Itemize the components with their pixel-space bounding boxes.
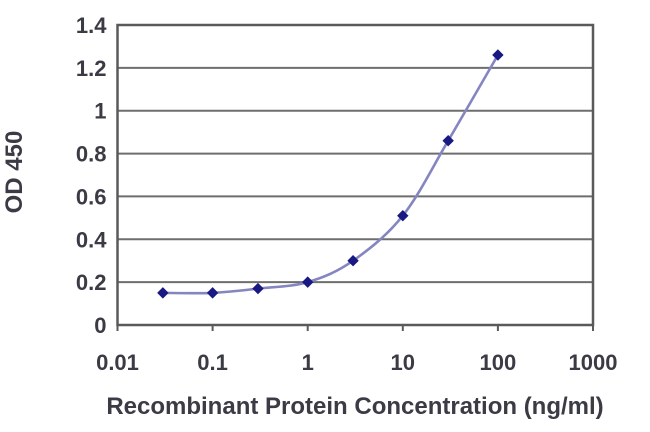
x-tick-label: 100 <box>480 350 517 375</box>
y-tick-label: 0.6 <box>76 184 107 209</box>
y-tick-label: 0 <box>94 313 106 338</box>
data-point-marker <box>252 282 264 295</box>
y-tick-label: 1 <box>94 99 106 124</box>
y-axis-title: OD 450 <box>1 131 28 214</box>
data-point-marker <box>397 210 409 222</box>
data-point-marker <box>347 255 359 267</box>
gridlines-layer <box>117 66 593 284</box>
x-tick-label: 10 <box>391 350 415 375</box>
x-tick-label: 0.1 <box>197 350 228 375</box>
x-tick-label: 1000 <box>569 350 618 375</box>
plot-border <box>116 23 595 327</box>
data-point-marker <box>301 276 314 288</box>
y-tick-label: 0.4 <box>76 227 107 252</box>
data-point-marker <box>442 135 454 147</box>
y-tick-label: 1.2 <box>76 56 107 81</box>
x-tick-label: 0.01 <box>96 350 139 375</box>
y-tick-label: 1.4 <box>76 13 107 38</box>
data-series-layer <box>157 49 504 299</box>
y-tick-label: 0.2 <box>76 270 107 295</box>
data-point-marker <box>157 287 169 299</box>
plot-frame-layer <box>116 23 595 331</box>
data-point-marker <box>206 287 219 299</box>
tick-labels-layer: 0 0.2 0.4 0.6 0.8 1 1.2 1.4 0.01 0.1 1 10 100 1000 <box>76 13 618 375</box>
y-tick-label: 0.8 <box>76 142 107 167</box>
curve-line <box>162 54 500 295</box>
data-point-marker <box>492 49 504 61</box>
x-tick-label: 1 <box>302 350 314 375</box>
x-axis-title: Recombinant Protein Concentration (ng/ml… <box>106 393 603 420</box>
